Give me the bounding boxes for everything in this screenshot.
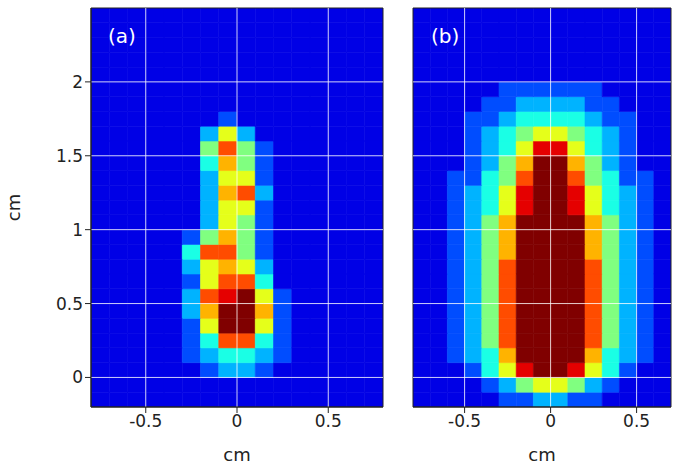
svg-text:cm: cm (528, 444, 555, 465)
svg-text:0: 0 (545, 411, 556, 431)
svg-text:-0.5: -0.5 (448, 411, 481, 431)
html-text:(a): (a) (108, 24, 136, 48)
svg-text:cm: cm (3, 194, 24, 221)
svg-text:0.5: 0.5 (623, 411, 650, 431)
html-text:(b): (b) (431, 24, 460, 48)
svg-text:0.5: 0.5 (56, 294, 83, 314)
svg-text:0: 0 (72, 367, 83, 387)
svg-text:2: 2 (72, 72, 83, 92)
svg-text:1: 1 (72, 220, 83, 240)
svg-text:-0.5: -0.5 (129, 411, 162, 431)
svg-text:cm: cm (223, 444, 250, 465)
svg-text:0.5: 0.5 (315, 411, 342, 431)
svg-text:1.5: 1.5 (56, 146, 83, 166)
svg-text:0: 0 (232, 411, 243, 431)
